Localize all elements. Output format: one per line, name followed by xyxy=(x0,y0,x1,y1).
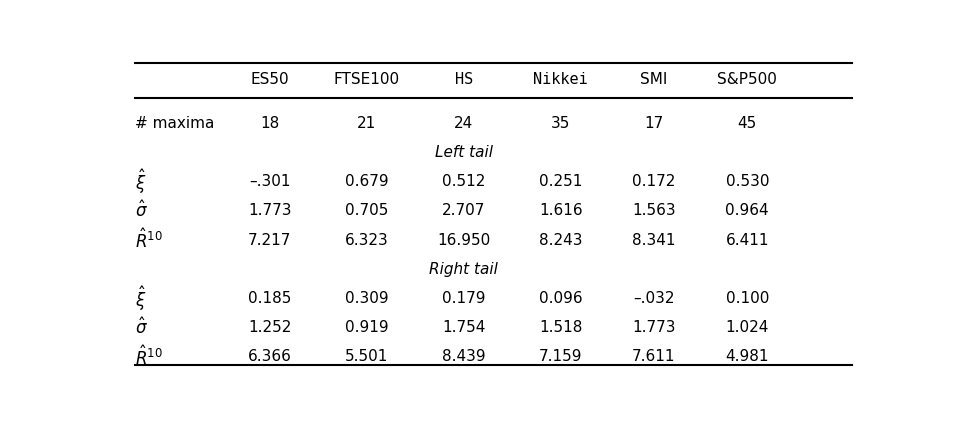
Text: 0.179: 0.179 xyxy=(442,291,485,306)
Text: Left tail: Left tail xyxy=(434,145,493,160)
Text: 1.754: 1.754 xyxy=(442,320,485,335)
Text: 21: 21 xyxy=(357,116,377,131)
Text: 8.341: 8.341 xyxy=(633,233,676,248)
Text: 6.366: 6.366 xyxy=(247,349,292,364)
Text: 24: 24 xyxy=(455,116,473,131)
Text: 6.323: 6.323 xyxy=(345,233,388,248)
Text: 16.950: 16.950 xyxy=(437,233,490,248)
Text: 0.530: 0.530 xyxy=(725,174,769,189)
Text: S&P500: S&P500 xyxy=(717,72,777,87)
Text: 0.964: 0.964 xyxy=(725,203,769,218)
Text: 5.501: 5.501 xyxy=(345,349,388,364)
Text: ES50: ES50 xyxy=(250,72,289,87)
Text: 7.159: 7.159 xyxy=(539,349,583,364)
Text: 0.172: 0.172 xyxy=(633,174,676,189)
Text: Nikkei: Nikkei xyxy=(534,72,588,87)
Text: –.032: –.032 xyxy=(634,291,675,306)
Text: Right tail: Right tail xyxy=(429,262,498,277)
Text: 1.773: 1.773 xyxy=(633,320,676,335)
Text: 0.251: 0.251 xyxy=(539,174,583,189)
Text: 17: 17 xyxy=(644,116,664,131)
Text: $\hat{\sigma}$: $\hat{\sigma}$ xyxy=(136,317,148,338)
Text: HS: HS xyxy=(455,72,473,87)
Text: 4.981: 4.981 xyxy=(725,349,769,364)
Text: 0.705: 0.705 xyxy=(345,203,388,218)
Text: $\hat{R}^{10}$: $\hat{R}^{10}$ xyxy=(136,345,163,369)
Text: SMI: SMI xyxy=(640,72,667,87)
Text: 2.707: 2.707 xyxy=(442,203,485,218)
Text: 0.919: 0.919 xyxy=(345,320,388,335)
Text: 7.217: 7.217 xyxy=(247,233,292,248)
Text: 1.024: 1.024 xyxy=(725,320,769,335)
Text: –.301: –.301 xyxy=(248,174,291,189)
Text: $\hat{\xi}$: $\hat{\xi}$ xyxy=(136,284,146,313)
Text: 1.252: 1.252 xyxy=(247,320,292,335)
Text: 0.309: 0.309 xyxy=(345,291,388,306)
Text: 0.096: 0.096 xyxy=(539,291,583,306)
Text: $\hat{R}^{10}$: $\hat{R}^{10}$ xyxy=(136,228,163,252)
Text: 1.518: 1.518 xyxy=(539,320,583,335)
Text: 6.411: 6.411 xyxy=(725,233,769,248)
Text: 0.100: 0.100 xyxy=(725,291,769,306)
Text: $\hat{\xi}$: $\hat{\xi}$ xyxy=(136,168,146,196)
Text: 8.439: 8.439 xyxy=(442,349,485,364)
Text: 45: 45 xyxy=(738,116,757,131)
Text: $\hat{\sigma}$: $\hat{\sigma}$ xyxy=(136,201,148,221)
Text: 35: 35 xyxy=(551,116,570,131)
Text: 0.679: 0.679 xyxy=(345,174,388,189)
Text: 8.243: 8.243 xyxy=(539,233,583,248)
Text: # maxima: # maxima xyxy=(136,116,215,131)
Text: FTSE100: FTSE100 xyxy=(333,72,400,87)
Text: 1.616: 1.616 xyxy=(539,203,583,218)
Text: 7.611: 7.611 xyxy=(633,349,676,364)
Text: 1.773: 1.773 xyxy=(247,203,292,218)
Text: 0.512: 0.512 xyxy=(442,174,485,189)
Text: 18: 18 xyxy=(260,116,279,131)
Text: 0.185: 0.185 xyxy=(247,291,292,306)
Text: 1.563: 1.563 xyxy=(632,203,676,218)
